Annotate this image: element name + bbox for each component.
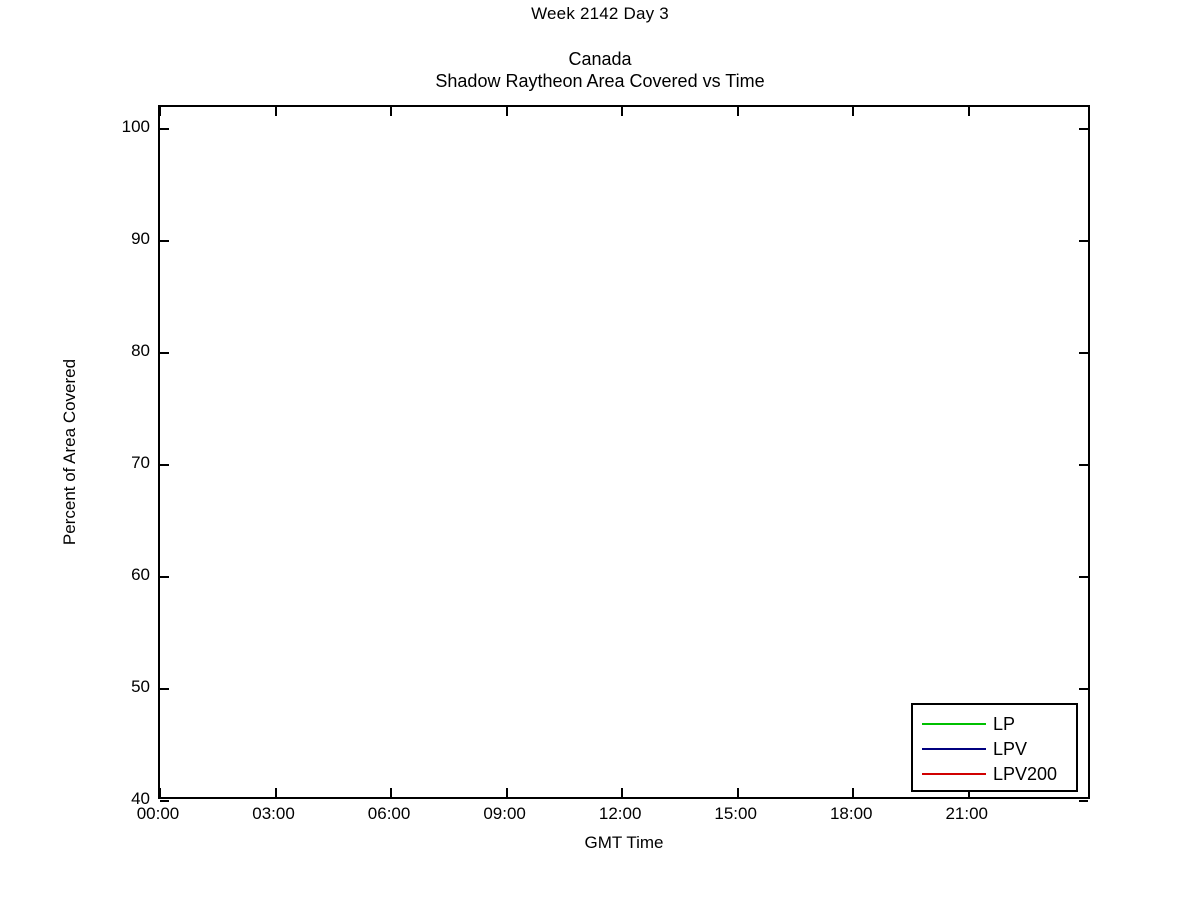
y-tick-label: 100 — [121, 117, 150, 137]
x-tick-label: 03:00 — [252, 804, 295, 823]
legend-label: LPV200 — [993, 763, 1058, 784]
x-tick-label: 12:00 — [598, 804, 642, 823]
figure-suptitle: Week 2142 Day 3 — [531, 4, 669, 23]
y-tick-right — [1079, 240, 1088, 243]
y-tick — [160, 352, 169, 355]
x-tick — [736, 788, 739, 797]
x-tick-label: 00:00 — [136, 804, 180, 823]
x-tick-top — [967, 107, 970, 116]
y-tick-right — [1079, 800, 1088, 802]
x-axis-label: GMT Time — [584, 833, 664, 852]
y-tick-label: 50 — [131, 677, 150, 697]
y-tick-label: 40 — [131, 789, 150, 808]
y-tick-right — [1079, 352, 1088, 355]
x-tick-top — [274, 107, 277, 116]
plot-frame — [158, 105, 1090, 802]
legend-entry: LP — [913, 711, 1076, 736]
y-tick — [160, 800, 169, 802]
x-tick-top — [159, 107, 161, 116]
x-tick-label: 18:00 — [829, 804, 873, 823]
y-tick-right — [1079, 464, 1088, 467]
x-tick — [967, 788, 970, 797]
legend-box: LP LPV LPV200 — [911, 703, 1078, 792]
y-tick — [160, 240, 169, 243]
x-tick — [390, 788, 393, 797]
y-tick-label: 70 — [131, 453, 150, 473]
legend-line-swatch — [922, 772, 986, 775]
y-tick — [160, 128, 169, 131]
y-tick-right — [1079, 128, 1088, 131]
figure-title-line-1: Canada — [568, 49, 632, 69]
legend-line-swatch — [922, 722, 986, 725]
x-tick-label: 15:00 — [714, 804, 757, 823]
x-tick-top — [505, 107, 508, 116]
legend-entry: LPV — [913, 736, 1076, 761]
legend-label: LP — [993, 713, 1016, 734]
y-tick — [160, 464, 169, 467]
x-tick — [274, 788, 277, 797]
y-tick — [160, 688, 169, 691]
y-tick-right — [1079, 576, 1088, 579]
x-tick — [621, 788, 624, 797]
plot-data-area — [160, 107, 1088, 797]
y-tick-label: 90 — [131, 229, 150, 249]
x-tick — [159, 788, 161, 797]
x-tick-top — [390, 107, 393, 116]
x-tick — [852, 788, 855, 797]
x-tick-label: 06:00 — [367, 804, 411, 823]
y-tick — [160, 576, 169, 579]
y-tick-label: 60 — [131, 565, 150, 585]
x-tick-top — [852, 107, 855, 116]
x-tick — [505, 788, 508, 797]
x-tick-top — [621, 107, 624, 116]
figure-title-line-2: Shadow Raytheon Area Covered vs Time — [435, 71, 765, 91]
figure-title: Canada Shadow Raytheon Area Covered vs T… — [0, 48, 1200, 92]
legend-label: LPV — [993, 738, 1028, 759]
x-tick-label: 21:00 — [945, 804, 989, 823]
legend-line-swatch — [922, 747, 986, 750]
y-tick-label: 80 — [131, 341, 150, 361]
y-axis-label: Percent of Area Covered — [60, 358, 79, 546]
x-tick-top — [736, 107, 739, 116]
x-tick-label: 09:00 — [483, 804, 526, 823]
y-tick-right — [1079, 688, 1088, 691]
legend-entry: LPV200 — [913, 761, 1076, 786]
series-canvas — [160, 107, 1088, 797]
